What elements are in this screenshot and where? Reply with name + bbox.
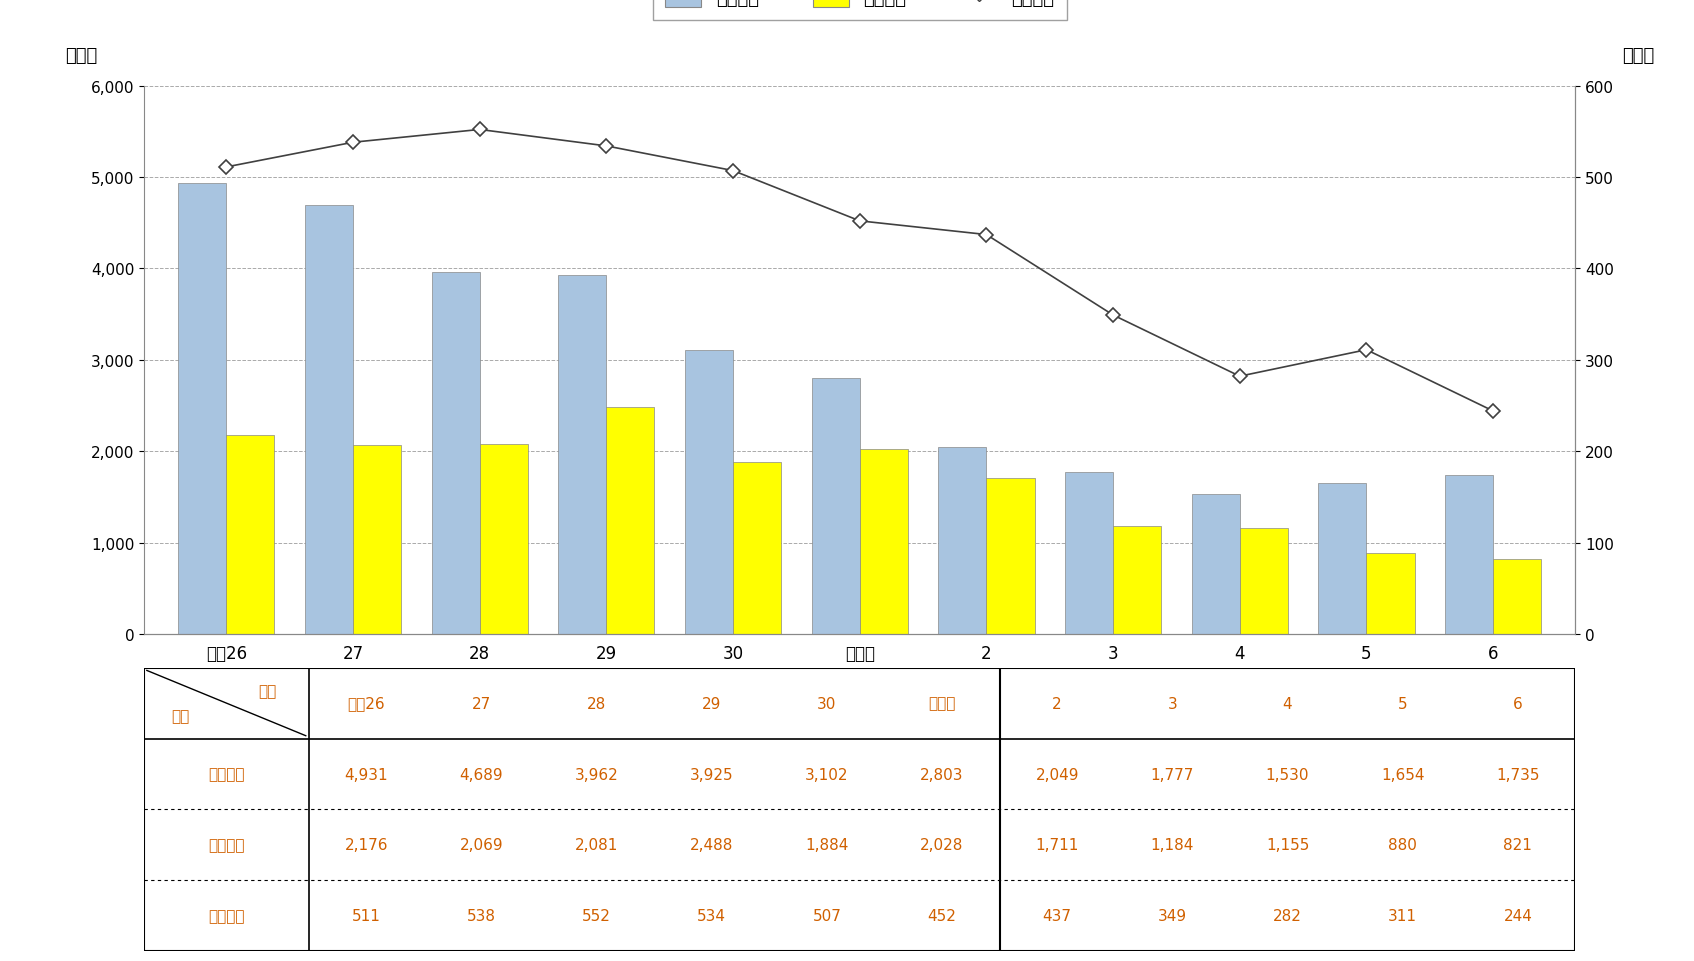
Text: 534: 534 <box>698 908 727 924</box>
Text: 1,777: 1,777 <box>1150 767 1194 781</box>
Text: 検挙人員: 検挙人員 <box>208 908 244 924</box>
Text: 452: 452 <box>928 908 957 924</box>
Bar <box>1492 559 1542 634</box>
Bar <box>1191 495 1240 634</box>
Text: 437: 437 <box>1044 908 1072 924</box>
Bar <box>1240 529 1287 634</box>
Text: 3: 3 <box>1167 696 1177 711</box>
Text: 511: 511 <box>352 908 381 924</box>
Text: 令和元: 令和元 <box>928 696 955 711</box>
Text: 2: 2 <box>1052 696 1062 711</box>
Text: 29: 29 <box>701 696 722 711</box>
Text: 区分: 区分 <box>171 708 190 724</box>
Bar <box>305 207 352 634</box>
Legend: 認知件数, 検挙件数, 検挙人員: 認知件数, 検挙件数, 検挙人員 <box>652 0 1067 21</box>
Text: 6: 6 <box>1513 696 1523 711</box>
Text: 552: 552 <box>583 908 612 924</box>
Text: 282: 282 <box>1274 908 1303 924</box>
Text: 2,049: 2,049 <box>1035 767 1079 781</box>
Text: 538: 538 <box>468 908 496 924</box>
Bar <box>938 447 986 634</box>
Bar <box>559 276 606 634</box>
Bar <box>1367 554 1414 634</box>
Bar <box>1445 476 1492 634</box>
Text: 年次: 年次 <box>257 683 276 699</box>
Text: 3,962: 3,962 <box>574 767 618 781</box>
Text: 244: 244 <box>1503 908 1533 924</box>
Text: 2,081: 2,081 <box>574 838 618 852</box>
Text: 821: 821 <box>1503 838 1533 852</box>
Bar <box>352 445 401 634</box>
Text: 880: 880 <box>1389 838 1418 852</box>
Text: 28: 28 <box>586 696 606 711</box>
Text: 2,176: 2,176 <box>344 838 388 852</box>
Bar <box>684 351 734 634</box>
Text: 平成26: 平成26 <box>347 696 385 711</box>
Text: 1,711: 1,711 <box>1035 838 1079 852</box>
Text: 30: 30 <box>817 696 837 711</box>
Text: 5: 5 <box>1398 696 1408 711</box>
Bar <box>178 185 227 634</box>
Text: 507: 507 <box>813 908 842 924</box>
Text: 4: 4 <box>1282 696 1293 711</box>
Text: 3,925: 3,925 <box>689 767 734 781</box>
Text: 検挙件数: 検挙件数 <box>208 838 244 852</box>
Text: 3,102: 3,102 <box>805 767 849 781</box>
Bar <box>1113 527 1160 634</box>
Text: 1,155: 1,155 <box>1265 838 1309 852</box>
Bar <box>432 273 479 634</box>
Text: 4,931: 4,931 <box>344 767 388 781</box>
Text: 2,488: 2,488 <box>689 838 734 852</box>
Text: 1,530: 1,530 <box>1265 767 1309 781</box>
Text: 1,184: 1,184 <box>1150 838 1194 852</box>
Bar <box>734 462 781 634</box>
Bar <box>606 407 654 634</box>
Bar <box>811 379 859 634</box>
Bar <box>986 478 1035 634</box>
Bar <box>227 435 274 634</box>
Text: 349: 349 <box>1157 908 1187 924</box>
Text: 311: 311 <box>1387 908 1418 924</box>
Text: 1,884: 1,884 <box>805 838 849 852</box>
Bar <box>1318 483 1367 634</box>
Bar <box>479 444 529 634</box>
Text: 2,069: 2,069 <box>459 838 503 852</box>
Text: 2,803: 2,803 <box>920 767 964 781</box>
Text: 4,689: 4,689 <box>459 767 503 781</box>
Text: 【件】: 【件】 <box>66 46 98 64</box>
Text: 1,735: 1,735 <box>1496 767 1540 781</box>
Bar <box>859 449 908 634</box>
Text: 27: 27 <box>471 696 491 711</box>
Text: 1,654: 1,654 <box>1381 767 1425 781</box>
Text: 【人】: 【人】 <box>1621 46 1653 64</box>
Text: 2,028: 2,028 <box>920 838 964 852</box>
Bar <box>1066 472 1113 634</box>
Text: 認知件数: 認知件数 <box>208 767 244 781</box>
